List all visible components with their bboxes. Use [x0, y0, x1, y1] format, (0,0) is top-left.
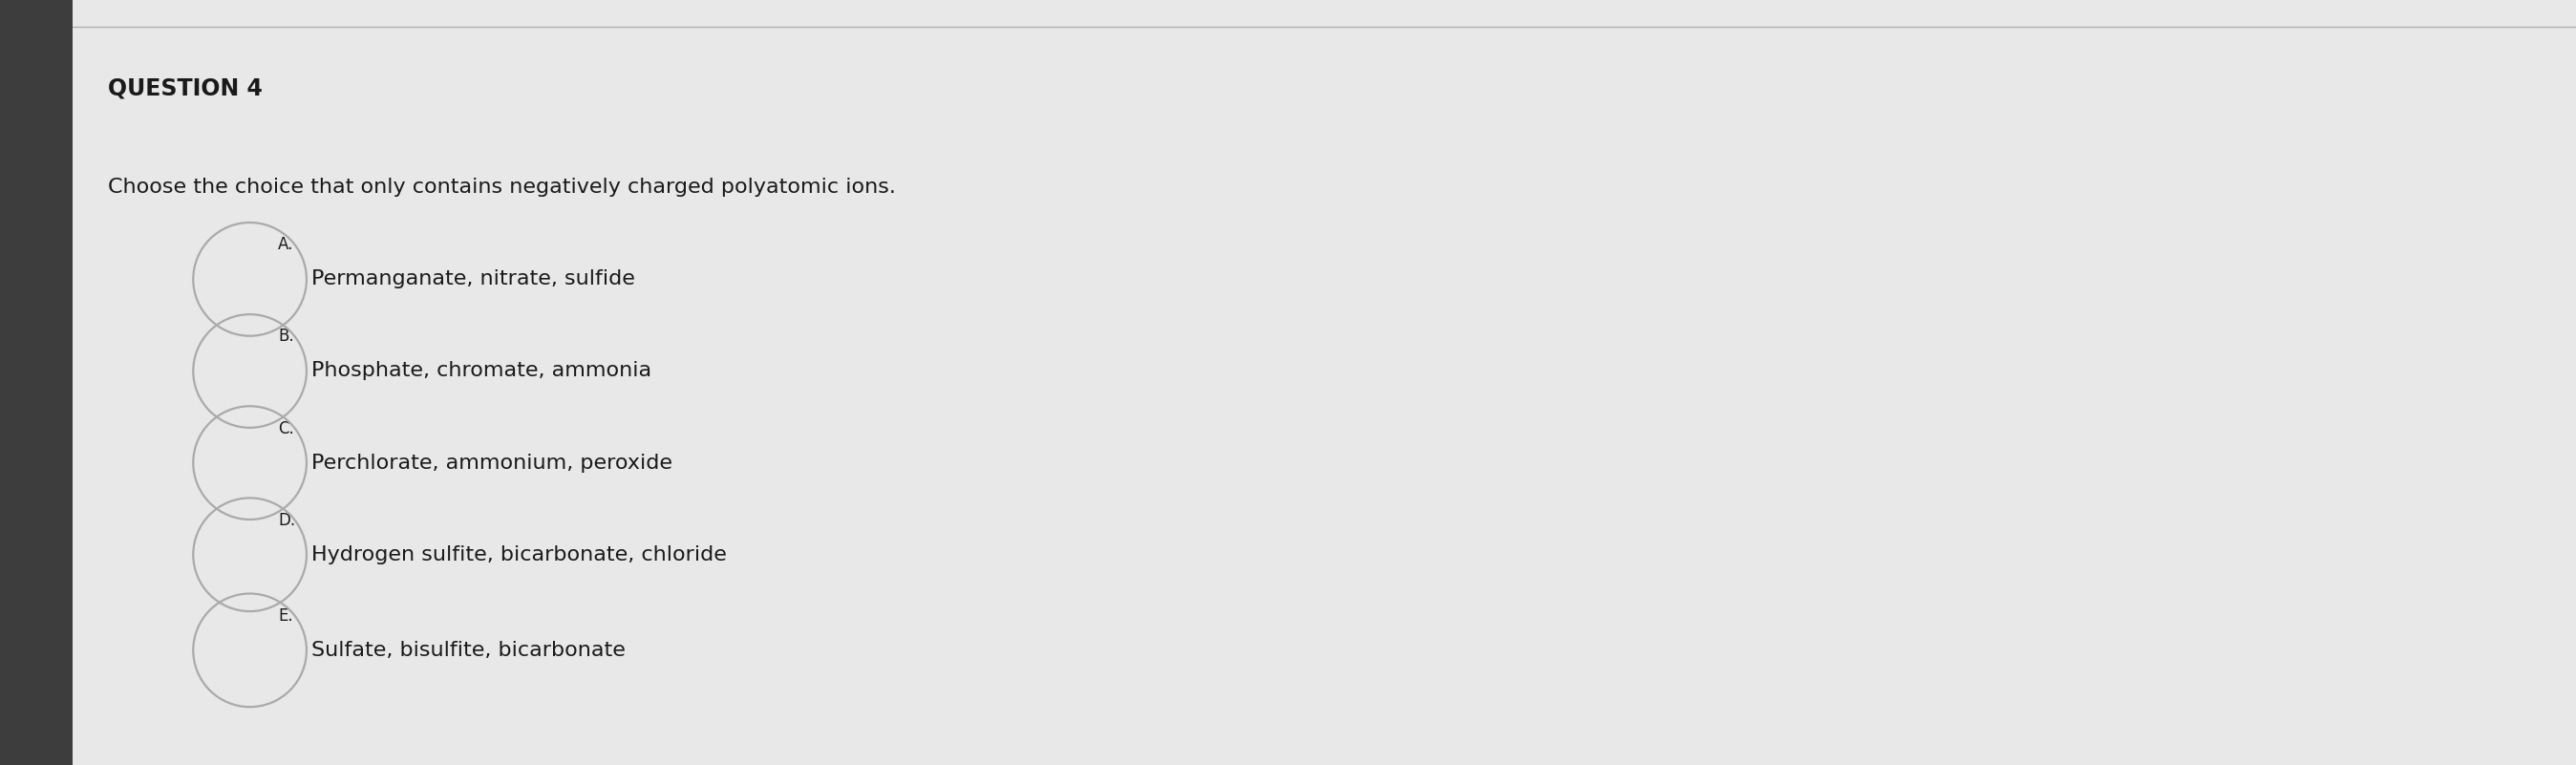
Text: Permanganate, nitrate, sulfide: Permanganate, nitrate, sulfide [312, 270, 636, 288]
Text: QUESTION 4: QUESTION 4 [108, 77, 263, 99]
Text: Hydrogen sulfite, bicarbonate, chloride: Hydrogen sulfite, bicarbonate, chloride [312, 545, 726, 564]
Bar [0, 0, 72, 765]
Text: A.: A. [278, 236, 294, 253]
Text: Perchlorate, ammonium, peroxide: Perchlorate, ammonium, peroxide [312, 454, 672, 472]
Text: Sulfate, bisulfite, bicarbonate: Sulfate, bisulfite, bicarbonate [312, 641, 626, 659]
Text: Phosphate, chromate, ammonia: Phosphate, chromate, ammonia [312, 362, 652, 380]
Text: C.: C. [278, 420, 294, 437]
Text: Choose the choice that only contains negatively charged polyatomic ions.: Choose the choice that only contains neg… [108, 178, 896, 197]
Text: E.: E. [278, 607, 294, 624]
Text: B.: B. [278, 328, 294, 345]
Text: D.: D. [278, 512, 296, 529]
